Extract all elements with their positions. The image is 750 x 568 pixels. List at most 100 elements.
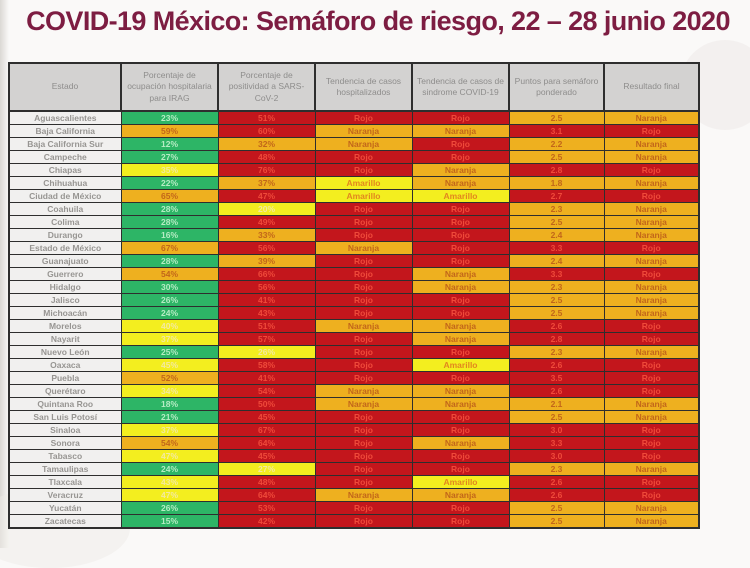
cell-ocupacion-irag: 30% [120,280,219,294]
table-row: Campeche 27% 48% Rojo Rojo 2.5 Naranja [8,150,700,164]
table-row: Baja California 59% 60% Naranja Naranja 3.1 Ro… [8,124,700,138]
cell-positividad-sars: 58% [217,358,316,372]
cell-ocupacion-irag: 12% [120,137,219,151]
table-row: Colima 28% 49% Rojo Rojo 2.5 Naranja [8,215,700,229]
cell-tendencia-hospitalizados: Rojo [314,202,413,216]
cell-ocupacion-irag: 67% [120,241,219,255]
table-row: Querétaro 34% 54% Naranja Naranja 2.6 Rojo [8,384,700,398]
cell-tendencia-hospitalizados: Naranja [314,397,413,411]
table-row: Oaxaca 45% 58% Rojo Amarillo 2.6 Rojo [8,358,700,372]
cell-puntos-ponderado: 3.0 [508,423,605,437]
cell-resultado-final: Naranja [603,110,700,125]
cell-tendencia-sindrome: Naranja [411,267,510,281]
cell-estado: Nayarit [8,332,122,346]
cell-estado: Quintana Roo [8,397,122,411]
cell-resultado-final: Naranja [603,176,700,190]
cell-positividad-sars: 26% [217,345,316,359]
cell-tendencia-sindrome: Rojo [411,110,510,125]
cell-estado: Jalisco [8,293,122,307]
table-row: Aguascalientes 23% 51% Rojo Rojo 2.5 Naranja [8,110,700,125]
cell-tendencia-sindrome: Rojo [411,202,510,216]
cell-tendencia-sindrome: Rojo [411,410,510,424]
cell-ocupacion-irag: 23% [120,110,219,125]
cell-estado: Baja California Sur [8,137,122,151]
cell-puntos-ponderado: 2.8 [508,163,605,177]
cell-tendencia-sindrome: Naranja [411,176,510,190]
cell-ocupacion-irag: 54% [120,267,219,281]
cell-tendencia-sindrome: Naranja [411,280,510,294]
cell-tendencia-hospitalizados: Rojo [314,462,413,476]
cell-ocupacion-irag: 34% [120,384,219,398]
table-row: San Luis Potosí 21% 45% Rojo Rojo 2.5 Naranja [8,410,700,424]
cell-positividad-sars: 56% [217,241,316,255]
cell-tendencia-hospitalizados: Naranja [314,124,413,138]
cell-resultado-final: Naranja [603,397,700,411]
cell-tendencia-sindrome: Naranja [411,436,510,450]
table-row: Puebla 52% 41% Rojo Rojo 3.5 Rojo [8,371,700,385]
cell-tendencia-sindrome: Rojo [411,371,510,385]
cell-puntos-ponderado: 2.5 [508,293,605,307]
column-header-estado: Estado [8,62,122,112]
table-row: Michoacán 24% 43% Rojo Rojo 2.5 Naranja [8,306,700,320]
cell-tendencia-sindrome: Rojo [411,345,510,359]
cell-ocupacion-irag: 43% [120,475,219,489]
cell-tendencia-hospitalizados: Rojo [314,306,413,320]
semaforo-table: Estado Porcentaje de ocupación hospitalar… [8,62,700,529]
cell-ocupacion-irag: 21% [120,410,219,424]
cell-resultado-final: Rojo [603,358,700,372]
cell-resultado-final: Naranja [603,462,700,476]
cell-ocupacion-irag: 28% [120,254,219,268]
cell-tendencia-sindrome: Naranja [411,397,510,411]
cell-positividad-sars: 33% [217,228,316,242]
table-row: Chiapas 35% 76% Rojo Naranja 2.8 Rojo [8,163,700,177]
cell-resultado-final: Naranja [603,215,700,229]
cell-tendencia-hospitalizados: Naranja [314,488,413,502]
cell-resultado-final: Naranja [603,293,700,307]
cell-puntos-ponderado: 2.3 [508,345,605,359]
cell-positividad-sars: 20% [217,202,316,216]
cell-positividad-sars: 66% [217,267,316,281]
cell-estado: Tlaxcala [8,475,122,489]
cell-tendencia-sindrome: Naranja [411,488,510,502]
cell-resultado-final: Naranja [603,345,700,359]
cell-estado: Guerrero [8,267,122,281]
cell-tendencia-hospitalizados: Rojo [314,332,413,346]
cell-estado: Oaxaca [8,358,122,372]
cell-positividad-sars: 57% [217,332,316,346]
cell-ocupacion-irag: 22% [120,176,219,190]
cell-tendencia-sindrome: Rojo [411,514,510,529]
cell-tendencia-sindrome: Naranja [411,319,510,333]
cell-ocupacion-irag: 35% [120,163,219,177]
cell-resultado-final: Naranja [603,202,700,216]
cell-ocupacion-irag: 26% [120,501,219,515]
cell-tendencia-hospitalizados: Naranja [314,241,413,255]
cell-positividad-sars: 37% [217,176,316,190]
cell-tendencia-sindrome: Rojo [411,501,510,515]
cell-puntos-ponderado: 2.5 [508,514,605,529]
table-row: Morelos 40% 51% Naranja Naranja 2.6 Rojo [8,319,700,333]
cell-tendencia-hospitalizados: Rojo [314,267,413,281]
cell-positividad-sars: 64% [217,488,316,502]
cell-tendencia-sindrome: Rojo [411,137,510,151]
cell-puntos-ponderado: 2.5 [508,501,605,515]
cell-tendencia-hospitalizados: Rojo [314,436,413,450]
cell-estado: Tamaulipas [8,462,122,476]
cell-estado: Aguascalientes [8,110,122,125]
cell-tendencia-sindrome: Rojo [411,254,510,268]
cell-puntos-ponderado: 2.7 [508,189,605,203]
cell-tendencia-sindrome: Naranja [411,332,510,346]
cell-estado: Baja California [8,124,122,138]
cell-puntos-ponderado: 2.6 [508,319,605,333]
cell-ocupacion-irag: 24% [120,306,219,320]
background-left-gradient [0,0,9,548]
cell-positividad-sars: 41% [217,293,316,307]
cell-estado: Tabasco [8,449,122,463]
table-row: Estado de México 67% 56% Naranja Rojo 3.3 Rojo [8,241,700,255]
cell-puntos-ponderado: 2.1 [508,397,605,411]
cell-tendencia-hospitalizados: Rojo [314,345,413,359]
cell-tendencia-sindrome: Rojo [411,423,510,437]
cell-estado: Chiapas [8,163,122,177]
cell-positividad-sars: 41% [217,371,316,385]
cell-resultado-final: Naranja [603,410,700,424]
cell-ocupacion-irag: 28% [120,202,219,216]
